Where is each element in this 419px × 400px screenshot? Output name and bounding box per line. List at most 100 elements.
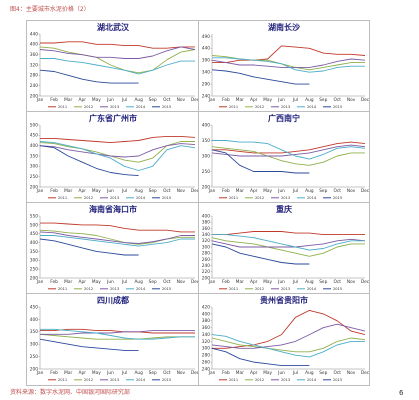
y-tick-label: 220 [202,269,210,275]
series-line-2012 [211,146,365,166]
series-line-2015 [211,69,310,85]
y-tick-label: 400 [202,311,210,317]
legend-label: 2013 [110,287,119,291]
x-tick-label: Sep [149,370,157,376]
x-tick-label: Jul [292,97,298,103]
legend-label: 2015 [162,105,171,109]
x-tick-label: Sep [319,97,327,103]
x-tick-label: Mar [236,97,244,103]
legend-label: 2012 [84,105,93,109]
chart-panel-chongqing: 重庆 200 220 240 260 280 300 320 340 360 380 400 Jan Fe… [198,202,370,295]
x-tick-label: Dec [361,370,369,376]
x-tick-label: Jul [121,97,127,103]
chart-panel-guangzhou: 广东省广州市 200 250 300 350 400 450 500 Jan Feb Mar Apr M… [26,111,200,204]
legend-label: 2014 [136,287,146,291]
x-tick-label: Sep [319,188,327,194]
x-tick-label: Feb [50,370,58,376]
y-tick-label: 420 [202,304,210,310]
x-tick-label: Feb [222,370,230,376]
legend-label: 2014 [307,196,317,200]
y-tick-label: 380 [202,220,210,226]
chart-panel-haikou: 海南省海口市 200 250 300 350 400 450 500 550 Jan Feb Mar A… [26,202,200,295]
y-tick-label: 400 [30,143,38,149]
y-tick-label: 400 [30,240,38,246]
x-tick-label: Dec [361,97,369,103]
legend-label: 2013 [281,196,290,200]
series-line-2014 [40,58,195,75]
legend-label: 2011 [58,287,67,291]
series-line-2015 [211,347,310,367]
x-tick-label: May [263,370,272,376]
y-tick-label: 280 [202,353,210,359]
legend-label: 2013 [281,287,290,291]
y-tick-label: 350 [30,153,38,159]
legend-label: 2011 [229,287,238,291]
x-tick-label: Nov [177,370,186,376]
series-line-2011 [212,141,366,154]
series-line-2013 [211,238,366,248]
series-line-2013 [211,144,366,157]
y-tick-label: 400 [30,317,38,323]
x-tick-label: Sep [319,370,327,376]
legend-label: 2014 [136,105,146,109]
y-tick-label: 250 [30,267,38,273]
series-line-2011 [212,45,366,64]
y-tick-label: 200 [202,275,210,281]
chart-title: 广西南宁 [268,113,300,123]
y-tick-label: 450 [30,133,38,139]
x-tick-label: Oct [163,279,171,285]
series-line-2012 [211,337,366,353]
x-tick-label: Jun [277,370,285,376]
x-tick-label: Dec [191,279,199,285]
series-line-2013 [39,46,196,59]
chart-svg-nanning: 广西南宁 200 250 300 350 400 Jan Feb Mar Apr May Jun Jul… [202,113,369,200]
y-tick-label: 490 [202,34,210,40]
y-tick-label: 380 [202,318,210,324]
x-tick-label: Feb [222,188,230,194]
legend-label: 2011 [58,105,67,109]
y-tick-label: 350 [30,249,38,255]
x-tick-label: Jan [208,370,216,376]
series-line-2011 [212,231,365,236]
x-tick-label: Oct [333,97,341,103]
series-line-2014 [212,234,365,251]
x-tick-label: Jan [208,97,216,103]
x-tick-label: Apr [79,370,87,376]
x-tick-label: Jan [208,279,216,285]
y-tick-label: 450 [30,304,38,310]
series-line-2012 [39,46,196,74]
x-tick-label: Apr [250,97,258,103]
x-tick-label: Nov [177,279,186,285]
series-line-2011 [40,328,195,334]
x-tick-label: Apr [79,279,87,285]
y-tick-label: 290 [202,81,210,87]
x-tick-label: Jun [277,188,285,194]
x-tick-label: May [263,279,272,285]
x-tick-label: Aug [305,97,314,103]
x-tick-label: Sep [149,97,157,103]
chart-panel-changsha: 湖南长沙 240 290 340 390 440 490 Jan Feb Mar Apr May Jun… [198,20,370,113]
legend-label: 2011 [58,196,67,200]
source-note: 资料来源：数字水泥网、中国银河国际研究部 [10,389,131,396]
figure-caption: 图4：主要城市水泥价格（2） [10,6,90,13]
y-tick-label: 250 [202,169,210,175]
y-tick-label: 320 [202,339,210,345]
y-tick-label: 200 [202,184,210,190]
y-tick-label: 320 [202,238,210,244]
legend-label: 2012 [255,378,264,382]
y-tick-label: 500 [30,222,38,228]
x-tick-label: Mar [64,279,72,285]
legend-label: 2015 [162,378,171,382]
chart-svg-guangzhou: 广东省广州市 200 250 300 350 400 450 500 Jan Feb Mar Apr M… [30,113,199,200]
x-tick-label: Sep [149,188,157,194]
chart-panel-guiyang: 贵州省贵阳市 240 260 280 300 320 340 360 380 400 420 Jan F… [198,293,370,386]
x-tick-label: Mar [64,97,72,103]
x-tick-label: Oct [333,188,341,194]
chart-title: 贵州省贵阳市 [260,295,308,305]
y-tick-label: 300 [202,153,210,159]
x-tick-label: Dec [191,370,199,376]
x-tick-label: May [92,188,101,194]
x-tick-label: Nov [347,97,356,103]
x-tick-label: May [92,97,101,103]
